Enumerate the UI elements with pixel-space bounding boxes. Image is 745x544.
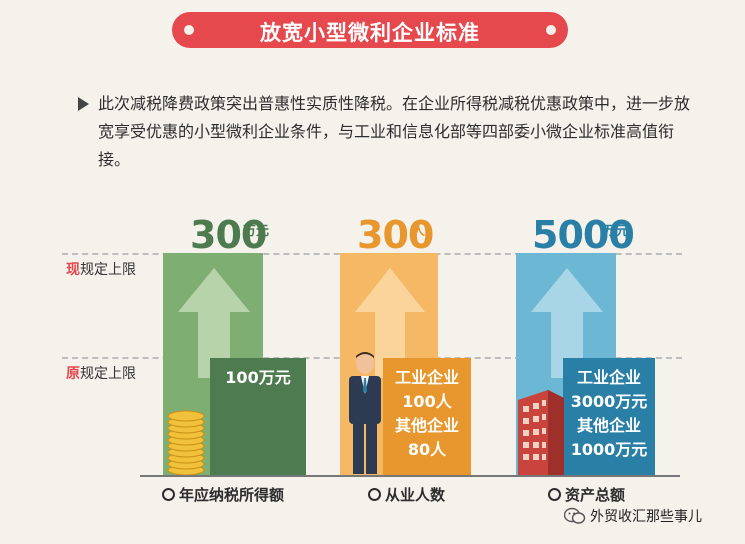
income-old-box: 100万元 bbox=[210, 358, 306, 475]
wechat-icon bbox=[563, 507, 586, 524]
current-limit-text: 规定上限 bbox=[80, 262, 136, 278]
income-arrow-up-icon bbox=[178, 268, 250, 378]
coin-stack-icon bbox=[167, 410, 205, 476]
employees-old-line-2: 100人 bbox=[402, 392, 452, 411]
previous-limit-label: 原规定上限 bbox=[66, 363, 136, 383]
businessman-icon bbox=[349, 352, 381, 474]
title-banner: 放宽小型微利企业标准 bbox=[172, 12, 568, 48]
previous-limit-prefix: 原 bbox=[66, 366, 80, 382]
category-income: 年应纳税所得额 bbox=[162, 484, 284, 505]
circle-bullet-icon bbox=[548, 488, 561, 501]
employees-old-line-1: 工业企业 bbox=[394, 368, 459, 387]
intro-text: 此次减税降费政策突出普惠性实质性降税。在企业所得税减税优惠政策中，进一步放宽享受… bbox=[98, 94, 691, 169]
page-title: 放宽小型微利企业标准 bbox=[260, 21, 480, 45]
employees-new-value: 300 bbox=[357, 213, 434, 257]
assets-old-line-4: 1000万元 bbox=[570, 440, 648, 459]
income-unit: 万元 bbox=[243, 224, 270, 239]
income-old-line: 100万元 bbox=[225, 368, 291, 387]
category-assets: 资产总额 bbox=[548, 484, 625, 505]
assets-old-box: 工业企业 3000万元 其他企业 1000万元 bbox=[563, 358, 655, 475]
category-employees: 从业人数 bbox=[368, 484, 445, 505]
footer-text: 外贸收汇那些事儿 bbox=[590, 509, 702, 525]
triangle-bullet-icon bbox=[78, 97, 89, 111]
assets-old-line-1: 工业企业 bbox=[576, 368, 641, 387]
category-assets-label: 资产总额 bbox=[565, 486, 626, 504]
assets-new-value: 5000 bbox=[532, 213, 635, 257]
assets-old-line-3: 其他企业 bbox=[576, 416, 641, 435]
building-icon bbox=[518, 390, 564, 476]
baseline bbox=[140, 475, 680, 477]
assets-unit: 万元 bbox=[603, 224, 630, 239]
current-limit-label: 现规定上限 bbox=[66, 259, 136, 279]
assets-old-line-2: 3000万元 bbox=[570, 392, 648, 411]
category-income-label: 年应纳税所得额 bbox=[179, 486, 285, 504]
employees-arrow-up-icon bbox=[355, 268, 425, 378]
employees-unit: 人 bbox=[412, 224, 426, 239]
employees-old-line-3: 其他企业 bbox=[394, 416, 459, 435]
banner-dot-left bbox=[184, 25, 194, 35]
current-limit-prefix: 现 bbox=[66, 262, 80, 278]
employees-old-box: 工业企业 100人 其他企业 80人 bbox=[383, 358, 471, 475]
assets-arrow-up-icon bbox=[531, 268, 603, 378]
intro-paragraph: 此次减税降费政策突出普惠性实质性降税。在企业所得税减税优惠政策中，进一步放宽享受… bbox=[78, 90, 694, 174]
footer-attribution: 外贸收汇那些事儿 bbox=[563, 506, 702, 526]
employees-old-line-4: 80人 bbox=[407, 440, 447, 459]
circle-bullet-icon bbox=[368, 488, 381, 501]
banner-dot-right bbox=[546, 25, 556, 35]
income-new-value: 300 bbox=[190, 213, 267, 257]
category-employees-label: 从业人数 bbox=[385, 486, 446, 504]
previous-limit-text: 规定上限 bbox=[80, 366, 136, 382]
circle-bullet-icon bbox=[162, 488, 175, 501]
